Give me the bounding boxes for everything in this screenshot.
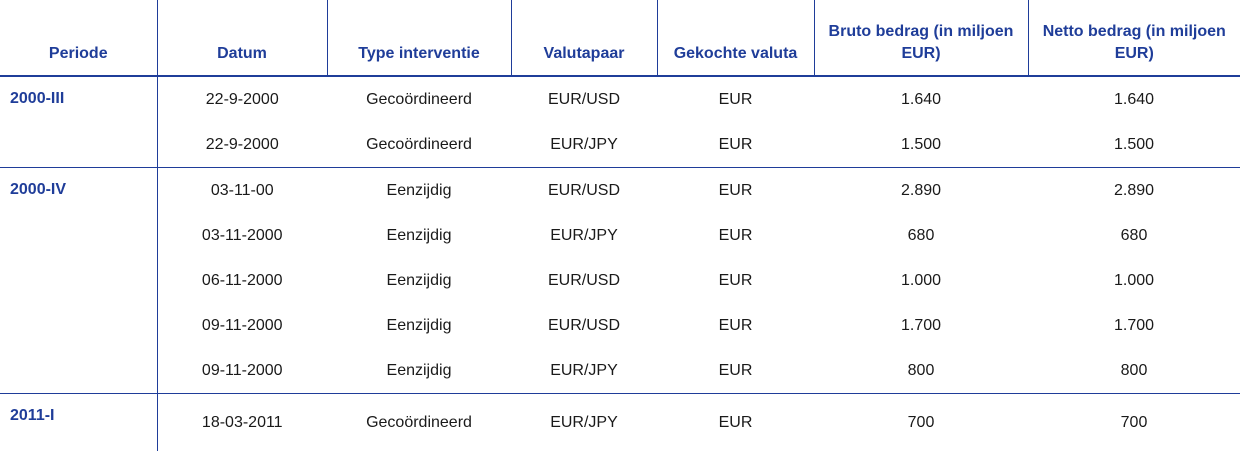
header-type-interventie: Type interventie <box>327 0 511 76</box>
period-cell: 2011-I <box>0 394 157 451</box>
header-periode: Periode <box>0 0 157 76</box>
netto-cell: 1.000 <box>1028 258 1240 303</box>
table-body: 2000-III 22-9-2000 Gecoördineerd EUR/USD… <box>0 76 1240 451</box>
valutapaar-cell: EUR/JPY <box>511 213 657 258</box>
bruto-cell: 1.000 <box>814 258 1028 303</box>
type-cell: Eenzijdig <box>327 168 511 214</box>
datum-cell: 09-11-2000 <box>157 348 327 394</box>
table-row: 09-11-2000 Eenzijdig EUR/JPY EUR 800 800 <box>0 348 1240 394</box>
period-cell: 2000-IV <box>0 168 157 394</box>
datum-cell: 09-11-2000 <box>157 303 327 348</box>
table-row: 06-11-2000 Eenzijdig EUR/USD EUR 1.000 1… <box>0 258 1240 303</box>
type-cell: Gecoördineerd <box>327 76 511 122</box>
table-row: 2011-I 18-03-2011 Gecoördineerd EUR/JPY … <box>0 394 1240 451</box>
datum-cell: 22-9-2000 <box>157 76 327 122</box>
valutapaar-cell: EUR/USD <box>511 168 657 214</box>
bruto-cell: 800 <box>814 348 1028 394</box>
netto-cell: 2.890 <box>1028 168 1240 214</box>
bruto-cell: 1.640 <box>814 76 1028 122</box>
type-cell: Eenzijdig <box>327 258 511 303</box>
bruto-cell: 1.500 <box>814 122 1028 168</box>
netto-cell: 1.640 <box>1028 76 1240 122</box>
valutapaar-cell: EUR/USD <box>511 258 657 303</box>
type-cell: Eenzijdig <box>327 303 511 348</box>
netto-cell: 1.500 <box>1028 122 1240 168</box>
valutapaar-cell: EUR/JPY <box>511 348 657 394</box>
netto-cell: 680 <box>1028 213 1240 258</box>
gekochte-valuta-cell: EUR <box>657 394 814 451</box>
bruto-cell: 1.700 <box>814 303 1028 348</box>
gekochte-valuta-cell: EUR <box>657 122 814 168</box>
gekochte-valuta-cell: EUR <box>657 168 814 214</box>
netto-cell: 1.700 <box>1028 303 1240 348</box>
header-gekochte-valuta: Gekochte valuta <box>657 0 814 76</box>
table-row: 2000-IV 03-11-00 Eenzijdig EUR/USD EUR 2… <box>0 168 1240 214</box>
bruto-cell: 680 <box>814 213 1028 258</box>
header-datum: Datum <box>157 0 327 76</box>
gekochte-valuta-cell: EUR <box>657 348 814 394</box>
type-cell: Eenzijdig <box>327 348 511 394</box>
type-cell: Gecoördineerd <box>327 122 511 168</box>
gekochte-valuta-cell: EUR <box>657 303 814 348</box>
type-cell: Gecoördineerd <box>327 394 511 451</box>
header-bruto-bedrag: Bruto bedrag (in miljoen EUR) <box>814 0 1028 76</box>
bruto-cell: 2.890 <box>814 168 1028 214</box>
gekochte-valuta-cell: EUR <box>657 213 814 258</box>
valutapaar-cell: EUR/USD <box>511 76 657 122</box>
table-header: Periode Datum Type interventie Valutapaa… <box>0 0 1240 76</box>
type-cell: Eenzijdig <box>327 213 511 258</box>
table-row: 09-11-2000 Eenzijdig EUR/USD EUR 1.700 1… <box>0 303 1240 348</box>
valutapaar-cell: EUR/JPY <box>511 394 657 451</box>
gekochte-valuta-cell: EUR <box>657 76 814 122</box>
netto-cell: 700 <box>1028 394 1240 451</box>
header-row: Periode Datum Type interventie Valutapaa… <box>0 0 1240 76</box>
datum-cell: 18-03-2011 <box>157 394 327 451</box>
gekochte-valuta-cell: EUR <box>657 258 814 303</box>
datum-cell: 06-11-2000 <box>157 258 327 303</box>
table-row: 03-11-2000 Eenzijdig EUR/JPY EUR 680 680 <box>0 213 1240 258</box>
table-row: 22-9-2000 Gecoördineerd EUR/JPY EUR 1.50… <box>0 122 1240 168</box>
bruto-cell: 700 <box>814 394 1028 451</box>
netto-cell: 800 <box>1028 348 1240 394</box>
header-valutapaar: Valutapaar <box>511 0 657 76</box>
table-row: 2000-III 22-9-2000 Gecoördineerd EUR/USD… <box>0 76 1240 122</box>
datum-cell: 22-9-2000 <box>157 122 327 168</box>
datum-cell: 03-11-2000 <box>157 213 327 258</box>
valutapaar-cell: EUR/USD <box>511 303 657 348</box>
valutapaar-cell: EUR/JPY <box>511 122 657 168</box>
datum-cell: 03-11-00 <box>157 168 327 214</box>
header-netto-bedrag: Netto bedrag (in miljoen EUR) <box>1028 0 1240 76</box>
period-cell: 2000-III <box>0 76 157 168</box>
